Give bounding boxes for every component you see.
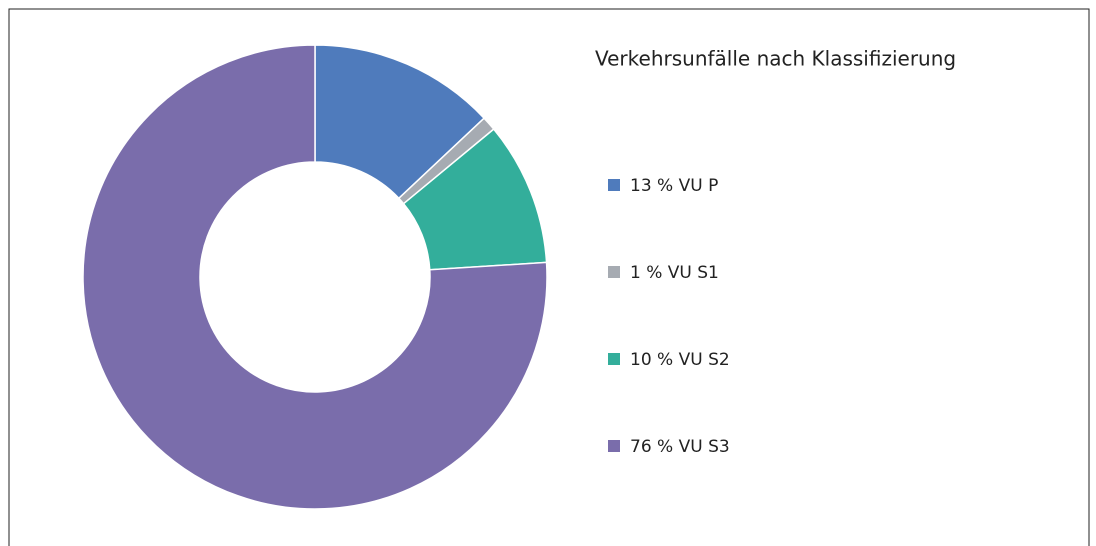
legend-swatch [608, 266, 620, 278]
chart-title: Verkehrsunfälle nach Klassifizierung [595, 47, 956, 71]
donut-slice [82, 44, 548, 510]
legend-swatch [608, 353, 620, 365]
legend-label: 76 % VU S3 [630, 437, 730, 457]
legend-label: 1 % VU S1 [630, 263, 719, 283]
chart-frame [8, 8, 1090, 546]
legend-label: 10 % VU S2 [630, 350, 730, 370]
legend-label: 13 % VU P [630, 176, 718, 196]
legend-swatch [608, 179, 620, 191]
legend-swatch [608, 440, 620, 452]
